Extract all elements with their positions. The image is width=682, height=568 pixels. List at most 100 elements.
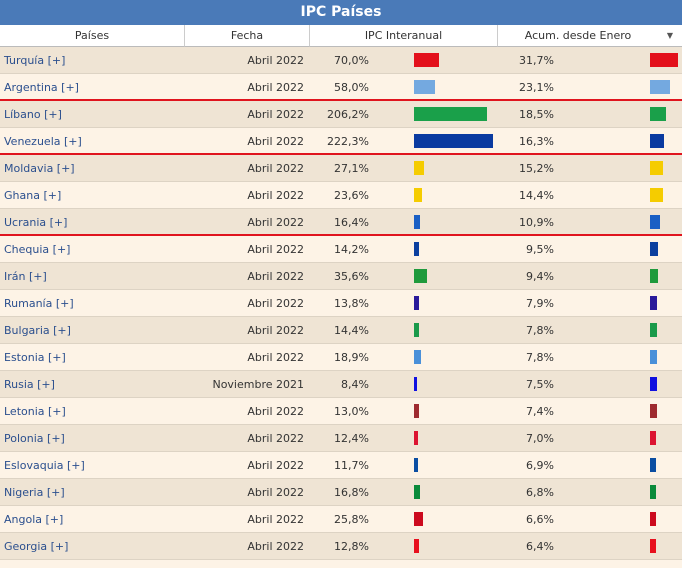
acum-value: 10,9% bbox=[519, 216, 554, 229]
country-link[interactable]: Eslovaquia [+] bbox=[4, 459, 85, 472]
country-link[interactable]: Ghana [+] bbox=[4, 189, 62, 202]
acum-bar bbox=[650, 485, 656, 499]
header-cell[interactable]: Países bbox=[0, 25, 185, 47]
acum-bar bbox=[650, 215, 660, 229]
separator bbox=[0, 99, 682, 102]
ipc-value: 16,8% bbox=[334, 486, 369, 499]
date: Abril 2022 bbox=[247, 243, 304, 256]
acum-bar bbox=[650, 458, 657, 472]
ipc-value: 14,2% bbox=[334, 243, 369, 256]
acum-value: 15,2% bbox=[519, 162, 554, 175]
date: Abril 2022 bbox=[247, 513, 304, 526]
acum-bar bbox=[650, 377, 657, 391]
table-row: Georgia [+] Abril 2022 12,8% 6,4% bbox=[0, 533, 682, 560]
ipc-value: 25,8% bbox=[334, 513, 369, 526]
acum-value: 16,3% bbox=[519, 135, 554, 148]
country-link[interactable]: Georgia [+] bbox=[4, 540, 69, 553]
country-link[interactable]: Angola [+] bbox=[4, 513, 64, 526]
table-row: Argentina [+] Abril 2022 58,0% 23,1% bbox=[0, 74, 682, 101]
acum-bar bbox=[650, 512, 656, 526]
header-cell[interactable]: IPC Interanual bbox=[310, 25, 498, 47]
header-cell[interactable]: Acum. desde Enero bbox=[498, 25, 658, 47]
acum-value: 7,5% bbox=[526, 378, 554, 391]
separator bbox=[0, 234, 682, 237]
sort-icon[interactable]: ▼ bbox=[658, 25, 682, 47]
country-link[interactable]: Argentina [+] bbox=[4, 81, 79, 94]
country-link[interactable]: Turquía [+] bbox=[4, 54, 66, 67]
country-link[interactable]: Bulgaria [+] bbox=[4, 324, 71, 337]
date: Abril 2022 bbox=[247, 459, 304, 472]
header-cell[interactable]: Fecha bbox=[185, 25, 310, 47]
acum-value: 6,6% bbox=[526, 513, 554, 526]
country-link[interactable]: Polonia [+] bbox=[4, 432, 65, 445]
acum-bar bbox=[650, 107, 667, 121]
acum-value: 6,9% bbox=[526, 459, 554, 472]
acum-value: 23,1% bbox=[519, 81, 554, 94]
country-link[interactable]: Venezuela [+] bbox=[4, 135, 82, 148]
ipc-value: 70,0% bbox=[334, 54, 369, 67]
country-link[interactable]: Estonia [+] bbox=[4, 351, 66, 364]
acum-value: 9,4% bbox=[526, 270, 554, 283]
table-row: Ghana [+] Abril 2022 23,6% 14,4% bbox=[0, 182, 682, 209]
acum-value: 9,5% bbox=[526, 243, 554, 256]
table-row: Bulgaria [+] Abril 2022 14,4% 7,8% bbox=[0, 317, 682, 344]
ipc-bar bbox=[414, 161, 424, 175]
ipc-bar bbox=[414, 80, 435, 94]
date: Abril 2022 bbox=[247, 189, 304, 202]
country-link[interactable]: Chequia [+] bbox=[4, 243, 71, 256]
table-row: Nigeria [+] Abril 2022 16,8% 6,8% bbox=[0, 479, 682, 506]
date: Abril 2022 bbox=[247, 108, 304, 121]
country-link[interactable]: Ucrania [+] bbox=[4, 216, 68, 229]
acum-value: 31,7% bbox=[519, 54, 554, 67]
table-row: Polonia [+] Abril 2022 12,4% 7,0% bbox=[0, 425, 682, 452]
country-link[interactable]: Rumanía [+] bbox=[4, 297, 74, 310]
table-row: Turquía [+] Abril 2022 70,0% 31,7% bbox=[0, 47, 682, 74]
table-row: Rusia [+] Noviembre 2021 8,4% 7,5% bbox=[0, 371, 682, 398]
table-row: Venezuela [+] Abril 2022 222,3% 16,3% bbox=[0, 128, 682, 155]
ipc-bar bbox=[414, 134, 493, 148]
country-link[interactable]: Irán [+] bbox=[4, 270, 47, 283]
table-row: Líbano [+] Abril 2022 206,2% 18,5% bbox=[0, 101, 682, 128]
ipc-bar bbox=[414, 431, 419, 445]
table-row: Estonia [+] Abril 2022 18,9% 7,8% bbox=[0, 344, 682, 371]
ipc-value: 16,4% bbox=[334, 216, 369, 229]
acum-bar bbox=[650, 296, 657, 310]
acum-value: 7,9% bbox=[526, 297, 554, 310]
ipc-bar bbox=[414, 485, 420, 499]
country-link[interactable]: Nigeria [+] bbox=[4, 486, 65, 499]
date: Abril 2022 bbox=[247, 216, 304, 229]
ipc-value: 206,2% bbox=[327, 108, 369, 121]
table-row: Eslovaquia [+] Abril 2022 11,7% 6,9% bbox=[0, 452, 682, 479]
ipc-value: 12,4% bbox=[334, 432, 369, 445]
acum-value: 6,8% bbox=[526, 486, 554, 499]
ipc-value: 11,7% bbox=[334, 459, 369, 472]
acum-bar bbox=[650, 269, 659, 283]
ipc-value: 13,8% bbox=[334, 297, 369, 310]
date: Abril 2022 bbox=[247, 297, 304, 310]
date: Abril 2022 bbox=[247, 135, 304, 148]
ipc-value: 27,1% bbox=[334, 162, 369, 175]
acum-bar bbox=[650, 161, 664, 175]
date: Abril 2022 bbox=[247, 486, 304, 499]
country-link[interactable]: Letonia [+] bbox=[4, 405, 66, 418]
ipc-bar bbox=[414, 107, 488, 121]
ipc-bar bbox=[414, 269, 427, 283]
table-row: Irán [+] Abril 2022 35,6% 9,4% bbox=[0, 263, 682, 290]
acum-value: 14,4% bbox=[519, 189, 554, 202]
table-row: Letonia [+] Abril 2022 13,0% 7,4% bbox=[0, 398, 682, 425]
acum-value: 18,5% bbox=[519, 108, 554, 121]
table-row: Angola [+] Abril 2022 25,8% 6,6% bbox=[0, 506, 682, 533]
table-row: Ucrania [+] Abril 2022 16,4% 10,9% bbox=[0, 209, 682, 236]
country-link[interactable]: Moldavia [+] bbox=[4, 162, 75, 175]
table-row: Rumanía [+] Abril 2022 13,8% 7,9% bbox=[0, 290, 682, 317]
acum-bar bbox=[650, 188, 663, 202]
ipc-value: 23,6% bbox=[334, 189, 369, 202]
ipc-value: 8,4% bbox=[341, 378, 369, 391]
ipc-value: 58,0% bbox=[334, 81, 369, 94]
acum-value: 7,8% bbox=[526, 324, 554, 337]
country-link[interactable]: Rusia [+] bbox=[4, 378, 55, 391]
acum-bar bbox=[650, 242, 659, 256]
ipc-bar bbox=[414, 404, 419, 418]
country-link[interactable]: Líbano [+] bbox=[4, 108, 62, 121]
ipc-value: 222,3% bbox=[327, 135, 369, 148]
